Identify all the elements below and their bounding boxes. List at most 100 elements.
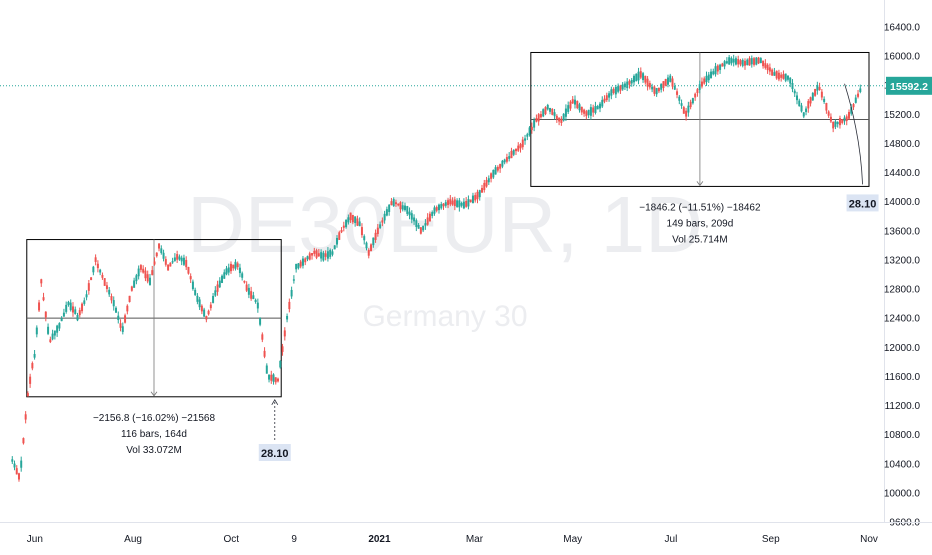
candle-body bbox=[657, 87, 660, 92]
candle bbox=[288, 298, 291, 313]
candle-body bbox=[347, 217, 350, 223]
candle bbox=[320, 249, 323, 262]
candle bbox=[818, 82, 821, 91]
measure-box[interactable]: −1846.2 (−11.51%) −18462 149 bars, 209d Vo… bbox=[530, 51, 870, 245]
time-axis[interactable]: Jun Aug Oct 9 2021 Mar May Jul Sep Nov bbox=[0, 522, 932, 546]
candle bbox=[505, 153, 508, 164]
candle-body bbox=[198, 299, 201, 308]
candle bbox=[678, 95, 681, 105]
candle bbox=[712, 68, 715, 76]
candle bbox=[807, 99, 810, 113]
candle bbox=[680, 99, 683, 109]
candle-body bbox=[69, 302, 72, 311]
candle-body bbox=[814, 88, 817, 96]
candle bbox=[639, 67, 642, 80]
candle-body bbox=[730, 57, 733, 64]
candle bbox=[560, 116, 563, 126]
candle bbox=[356, 215, 359, 227]
candle-body bbox=[458, 200, 461, 208]
candle-body bbox=[424, 223, 427, 226]
candle-body bbox=[345, 219, 348, 228]
candle bbox=[227, 263, 230, 276]
candle bbox=[619, 84, 622, 94]
candle bbox=[17, 472, 20, 482]
candle bbox=[358, 217, 361, 227]
candle bbox=[203, 307, 206, 318]
candle bbox=[385, 206, 388, 217]
candle bbox=[691, 97, 694, 105]
candle-body bbox=[276, 378, 279, 382]
candle-body bbox=[49, 339, 52, 343]
candle bbox=[124, 313, 127, 324]
candle-body bbox=[194, 289, 197, 295]
candle bbox=[716, 64, 719, 75]
candle bbox=[148, 273, 151, 286]
candle-body bbox=[383, 213, 386, 221]
candle-body bbox=[78, 310, 81, 316]
candle-body bbox=[716, 65, 719, 72]
candle bbox=[431, 210, 434, 219]
candle-body bbox=[33, 353, 36, 358]
candle-body bbox=[15, 468, 18, 475]
candle-body bbox=[417, 225, 420, 229]
candle bbox=[744, 58, 747, 70]
candle-body bbox=[139, 265, 142, 270]
candle bbox=[397, 203, 400, 207]
candle bbox=[326, 247, 329, 262]
candle bbox=[512, 149, 515, 157]
candle bbox=[580, 106, 583, 116]
candle-body bbox=[256, 302, 259, 309]
candle-body bbox=[292, 279, 295, 281]
candle bbox=[553, 108, 556, 120]
candle-body bbox=[431, 212, 434, 216]
candle-body bbox=[535, 118, 538, 122]
candle bbox=[26, 391, 29, 397]
candle bbox=[841, 119, 844, 125]
candle-body bbox=[137, 268, 140, 277]
candle bbox=[370, 243, 373, 252]
candle-body bbox=[232, 264, 235, 269]
candle-body bbox=[698, 84, 701, 90]
candle bbox=[74, 306, 77, 315]
candle-body bbox=[53, 330, 56, 336]
candle-body bbox=[209, 304, 212, 309]
candle-body bbox=[130, 286, 133, 291]
candle-body bbox=[635, 73, 638, 82]
candle bbox=[494, 165, 497, 175]
candle bbox=[340, 227, 343, 234]
candle-body bbox=[354, 216, 357, 224]
candle-body bbox=[38, 302, 41, 311]
candle bbox=[662, 81, 665, 92]
candle bbox=[451, 197, 454, 206]
candle bbox=[596, 104, 599, 110]
candle-body bbox=[592, 107, 595, 113]
candle-body bbox=[229, 263, 232, 272]
candle bbox=[101, 272, 104, 280]
measure-box[interactable]: −2156.8 (−16.02%) −21568 116 bars, 164d Vo… bbox=[26, 239, 282, 456]
watermark-symbol: DE30EUR, 1D bbox=[187, 180, 703, 269]
candle bbox=[225, 265, 228, 276]
measure-boxes[interactable]: −2156.8 (−16.02%) −21568 116 bars, 164d Vo… bbox=[26, 51, 870, 456]
candle-body bbox=[279, 360, 282, 368]
candle bbox=[764, 59, 767, 70]
candle bbox=[422, 225, 425, 233]
candle-body bbox=[496, 166, 499, 171]
candle-body bbox=[148, 277, 151, 285]
candle-body bbox=[413, 217, 416, 222]
candle-body bbox=[700, 81, 703, 87]
candle-body bbox=[124, 315, 127, 323]
candle bbox=[35, 325, 38, 338]
candle-body bbox=[245, 284, 248, 291]
candle-body bbox=[133, 280, 136, 288]
candle-body bbox=[503, 159, 506, 163]
candle-body bbox=[290, 289, 293, 297]
candle bbox=[562, 113, 565, 122]
candle-body bbox=[838, 118, 841, 126]
candle-body bbox=[313, 250, 316, 254]
candle-body bbox=[189, 276, 192, 280]
candle-body bbox=[410, 213, 413, 220]
candle bbox=[388, 204, 391, 216]
candle-body bbox=[780, 74, 783, 78]
